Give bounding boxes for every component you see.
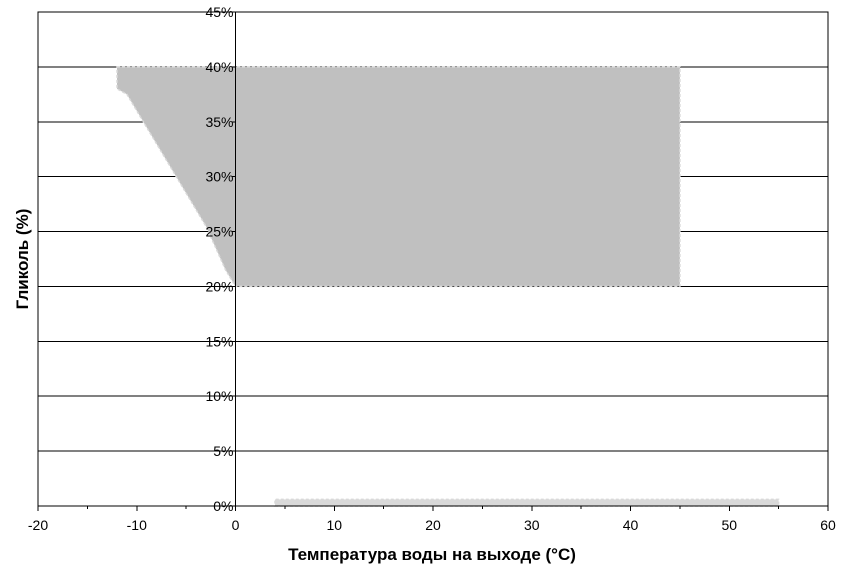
x-tick-label--10: -10 — [127, 517, 147, 533]
y-tick-label-25: 25% — [205, 224, 233, 240]
x-tick-label-50: 50 — [721, 517, 737, 533]
x-tick-label-40: 40 — [623, 517, 639, 533]
region-1 — [116, 66, 681, 288]
x-tick-label-0: 0 — [232, 517, 240, 533]
x-tick-labels: -20 -10 0 10 20 30 40 50 60 — [28, 517, 836, 533]
x-tick-label-30: 30 — [524, 517, 540, 533]
x-tick-label-20: 20 — [425, 517, 441, 533]
y-tick-label-40: 40% — [205, 59, 233, 75]
y-tick-label-15: 15% — [205, 333, 233, 349]
y-tick-label-45: 45% — [205, 4, 233, 20]
y-tick-label-0: 0% — [213, 498, 233, 514]
x-axis-title: Температура воды на выходе (°C) — [288, 545, 576, 564]
y-tick-label-30: 30% — [205, 169, 233, 185]
x-tick-label-60: 60 — [820, 517, 836, 533]
y-tick-label-5: 5% — [213, 443, 233, 459]
axes — [37, 11, 829, 511]
y-tick-labels: 0% 5% 10% 15% 20% 25% 30% 35% 40% 45% — [205, 4, 233, 514]
x-tick-label-10: 10 — [326, 517, 342, 533]
y-tick-label-20: 20% — [205, 278, 233, 294]
y-tick-label-35: 35% — [205, 114, 233, 130]
y-tick-label-10: 10% — [205, 388, 233, 404]
x-tick-label--20: -20 — [28, 517, 48, 533]
y-axis-title: Гликоль (%) — [13, 209, 32, 310]
region-2 — [274, 498, 780, 507]
